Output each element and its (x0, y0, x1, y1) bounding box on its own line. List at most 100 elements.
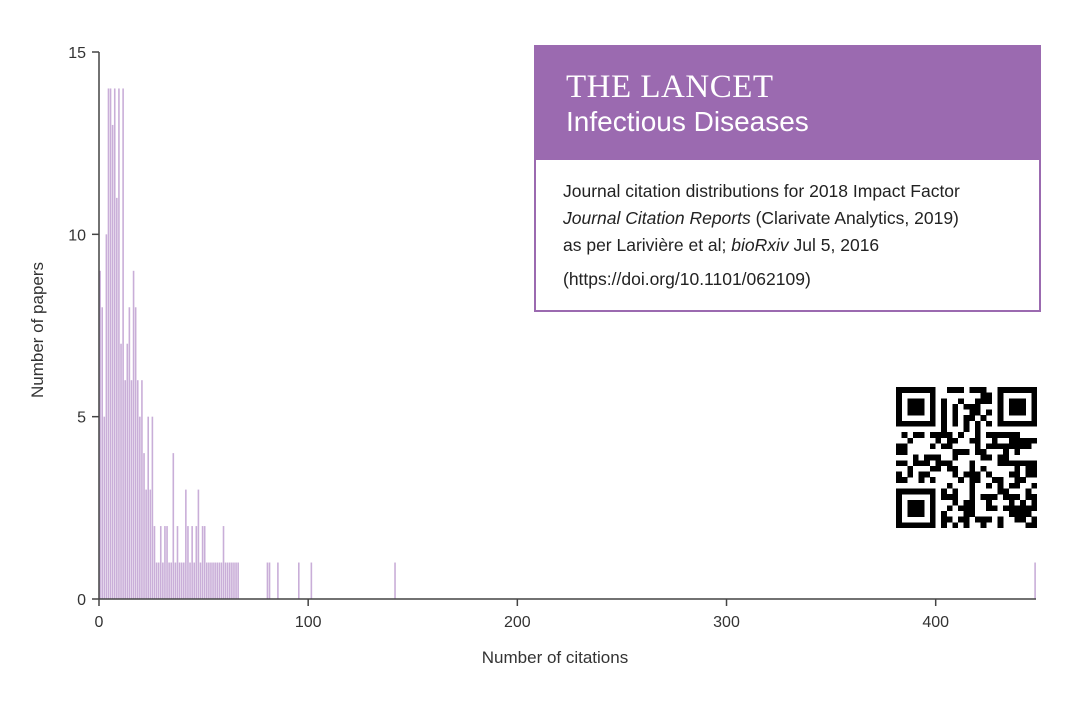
histogram-bar (235, 562, 237, 599)
histogram-bar (266, 562, 269, 599)
histogram-bar (122, 88, 124, 599)
histogram-bar (210, 562, 212, 599)
doi-link[interactable]: (https://doi.org/10.1101/062109) (563, 269, 811, 289)
x-tick-label: 100 (295, 614, 322, 631)
histogram-bar (153, 526, 156, 599)
histogram-bar (231, 562, 233, 599)
histogram-bar (268, 562, 271, 599)
histogram-bar (149, 489, 152, 599)
histogram-bar (116, 197, 118, 599)
histogram-bar (105, 234, 108, 599)
axes (98, 52, 1036, 600)
histogram-bar (145, 489, 147, 599)
histogram-bar (113, 88, 116, 599)
histogram-bar (233, 562, 235, 599)
histogram-bar (118, 88, 120, 599)
journal-header: THE LANCET Infectious Diseases (536, 47, 1039, 160)
citation-authors: as per Larivière et al; (563, 235, 732, 255)
y-tick-label: 0 (77, 592, 86, 609)
histogram-bar (237, 562, 239, 599)
histogram-bar (107, 88, 110, 599)
histogram-bar (310, 562, 313, 599)
histogram-bar (197, 489, 200, 599)
histogram-bar (189, 562, 191, 599)
histogram-bar (180, 562, 183, 599)
histogram-bar (162, 562, 164, 599)
histogram-bar (124, 380, 126, 599)
histogram-bar (228, 562, 231, 599)
histogram-bar (101, 307, 103, 599)
description-line-2: Journal Citation Reports (Clarivate Anal… (563, 205, 1039, 232)
histogram-bar (141, 380, 143, 599)
histogram-bar (277, 562, 279, 599)
histogram-bar (174, 562, 177, 599)
histogram-bar (155, 562, 158, 599)
histogram-bar (191, 526, 193, 599)
histogram-bar (226, 562, 229, 599)
histogram-bar (1034, 562, 1036, 599)
histogram-bar (203, 526, 206, 599)
histogram-bar (394, 562, 396, 599)
description-line-3: as per Larivière et al; bioRxiv Jul 5, 2… (563, 232, 1039, 259)
histogram-bar (178, 562, 181, 599)
histogram-bar (195, 526, 198, 599)
journal-subtitle: Infectious Diseases (566, 106, 809, 137)
histogram-bar (111, 124, 114, 600)
histogram-bar (130, 380, 133, 599)
histogram-bar (99, 270, 101, 599)
histogram-bar (159, 526, 162, 599)
qr-code-icon[interactable] (896, 387, 1037, 528)
x-tick-label: 400 (922, 614, 949, 631)
citation-source: bioRxiv (731, 235, 789, 255)
histogram-bar (172, 453, 175, 599)
description-line-1: Journal citation distributions for 2018 … (563, 181, 960, 201)
histogram-bar (120, 343, 122, 599)
histogram-bar (166, 526, 168, 599)
histogram-bar (216, 562, 219, 599)
histogram-bar (168, 562, 170, 599)
histogram-bar (214, 562, 216, 599)
histogram-bar (298, 562, 300, 599)
histogram-bar (193, 562, 196, 599)
histogram-bar (170, 562, 173, 599)
histogram-bar (151, 416, 154, 599)
journal-info-box: THE LANCET Infectious Diseases Journal c… (534, 45, 1041, 312)
y-tick-label: 15 (68, 45, 86, 62)
histogram-bar (212, 562, 214, 599)
histogram-bar (136, 380, 139, 599)
bar-group (99, 88, 1036, 600)
histogram-bar (147, 416, 150, 599)
histogram-bar (128, 307, 131, 599)
histogram-bar (139, 416, 141, 599)
tick-group: 0 100 200 300 400 0 5 10 15 (68, 45, 949, 631)
histogram-bar (224, 562, 227, 599)
x-tick-label: 200 (504, 614, 531, 631)
y-axis-title: Number of papers (28, 262, 47, 398)
jcr-publisher: (Clarivate Analytics, 2019) (750, 208, 959, 228)
x-axis-title: Number of citations (482, 648, 628, 667)
histogram-bar (164, 526, 166, 599)
citation-date: Jul 5, 2016 (788, 235, 880, 255)
y-tick-label: 10 (68, 227, 86, 244)
journal-name: THE LANCET (566, 69, 774, 105)
y-tick-label: 5 (77, 410, 86, 427)
histogram-bar (208, 562, 210, 599)
histogram-bar (220, 562, 223, 599)
histogram-bar (109, 88, 112, 599)
histogram-bar (185, 489, 187, 599)
histogram-bar (134, 307, 137, 599)
histogram-bar (176, 526, 179, 599)
histogram-bar (199, 562, 202, 599)
x-tick-label: 300 (713, 614, 740, 631)
x-tick-label: 0 (95, 614, 104, 631)
jcr-title: Journal Citation Reports (563, 208, 751, 228)
histogram-bar (126, 343, 129, 599)
histogram-bar (103, 416, 106, 599)
journal-description: Journal citation distributions for 2018 … (536, 160, 1039, 293)
histogram-bar (143, 453, 145, 599)
histogram-bar (187, 526, 189, 599)
histogram-bar (222, 526, 225, 599)
histogram-bar (157, 562, 160, 599)
histogram-bar (205, 562, 208, 599)
